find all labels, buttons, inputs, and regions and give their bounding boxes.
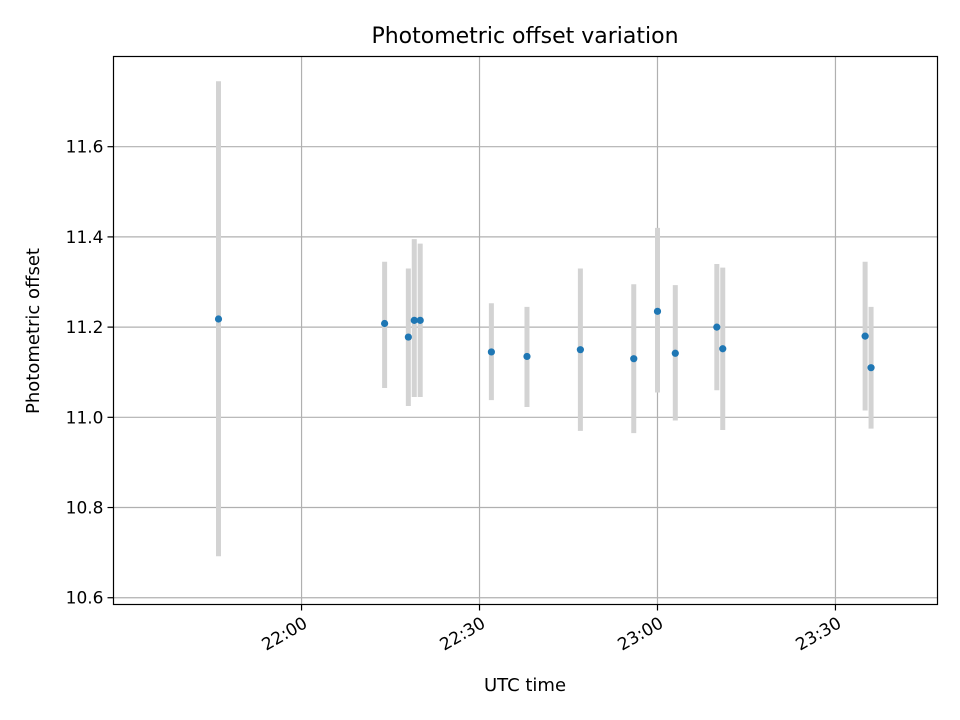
data-point xyxy=(523,352,531,361)
x-axis-label: UTC time xyxy=(484,675,566,696)
y-tick-label: 11.6 xyxy=(66,138,104,158)
data-point xyxy=(653,307,662,315)
data-point xyxy=(630,355,638,363)
data-point xyxy=(861,332,869,340)
data-point xyxy=(867,364,875,372)
y-tick-label: 10.8 xyxy=(66,499,104,519)
data-point xyxy=(671,349,679,357)
y-axis-label: Photometric offset xyxy=(23,248,44,414)
chart-title: Photometric offset variation xyxy=(371,24,678,49)
y-tick-label: 11.4 xyxy=(66,228,104,248)
data-point xyxy=(487,348,495,356)
data-point xyxy=(214,315,223,323)
plot-frame xyxy=(112,55,939,606)
data-point xyxy=(576,346,584,354)
y-tick-label: 11.0 xyxy=(66,408,104,428)
data-point xyxy=(713,323,721,331)
data-points xyxy=(214,307,875,372)
data-point xyxy=(381,319,389,328)
data-point xyxy=(410,316,418,324)
data-point xyxy=(416,316,424,324)
y-tick-label: 11.2 xyxy=(66,318,104,338)
data-point xyxy=(719,345,727,353)
y-axis-ticks: 10.6 10.8 11.0 11.2 11.4 11.6 xyxy=(66,138,114,609)
y-tick-label: 10.6 xyxy=(66,589,104,609)
data-point xyxy=(404,333,412,341)
